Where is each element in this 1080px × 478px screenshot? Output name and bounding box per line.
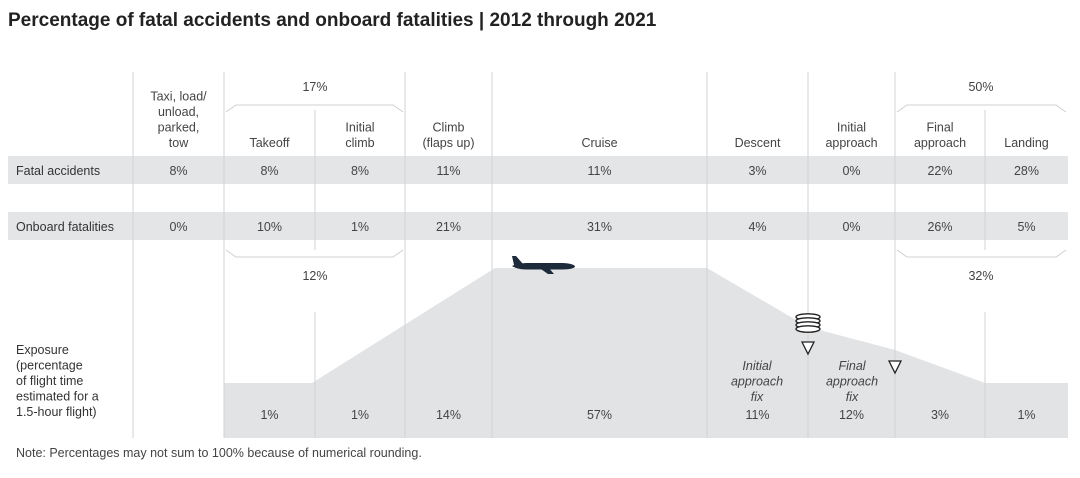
group-total-label: 17%: [302, 80, 327, 94]
data-label: 8%: [351, 164, 369, 178]
data-label: 8%: [169, 164, 187, 178]
data-label: 10%: [257, 220, 282, 234]
group-total-label: 12%: [302, 269, 327, 283]
group-total-label: 32%: [968, 269, 993, 283]
data-label: 22%: [927, 164, 952, 178]
final-approach-fix-label: Final approach fix: [826, 359, 878, 404]
data-label: 26%: [927, 220, 952, 234]
initial-approach-fix-icon: [800, 341, 816, 356]
data-label: 1%: [351, 220, 369, 234]
group-total-label: 50%: [968, 80, 993, 94]
data-label: 0%: [169, 220, 187, 234]
aircraft-wing: [538, 267, 554, 274]
data-label: 0%: [842, 164, 860, 178]
data-label: 11%: [587, 164, 611, 178]
aircraft-icon: [512, 256, 575, 274]
data-label: 57%: [587, 408, 612, 422]
data-label: 11%: [436, 164, 460, 178]
aircraft-fuselage: [512, 263, 575, 270]
data-label: 0%: [842, 220, 860, 234]
data-label: 11%: [745, 408, 769, 422]
flight-profile-area: [224, 268, 1068, 438]
data-label: 1%: [260, 408, 278, 422]
data-label: 28%: [1014, 164, 1039, 178]
data-label: 14%: [436, 408, 461, 422]
phase-header-initial-climb: Initial climb: [345, 121, 374, 151]
data-label: 21%: [436, 220, 461, 234]
aircraft-tail: [512, 256, 523, 265]
phase-header-initial-approach: Initial approach: [825, 121, 877, 151]
chart-title: Percentage of fatal accidents and onboar…: [8, 10, 657, 31]
group-bracket: [896, 249, 1067, 258]
group-bracket: [225, 104, 404, 113]
holding-ring: [795, 325, 821, 333]
fatal-accidents-band: [8, 156, 1068, 184]
data-label: 12%: [839, 408, 864, 422]
row-label-exposure: Exposure (percentage of flight time estimat…: [16, 343, 99, 419]
holding-pattern-icon: [795, 313, 821, 333]
data-label: 3%: [748, 164, 766, 178]
initial-approach-fix-label: Initial approach fix: [731, 359, 783, 404]
group-bracket: [225, 249, 404, 258]
data-label: 1%: [351, 408, 369, 422]
data-label: 1%: [1017, 408, 1035, 422]
onboard-fatalities-band: [8, 212, 1068, 240]
phase-header-cruise: Cruise: [581, 136, 617, 150]
data-label: 8%: [260, 164, 278, 178]
group-bracket: [896, 104, 1067, 113]
phase-header-final-approach: Final approach: [914, 121, 966, 151]
phase-header-descent: Descent: [735, 136, 781, 150]
row-label-fatal-accidents: Fatal accidents: [16, 164, 100, 178]
phase-header-taxi: Taxi, load/unload, parked, tow: [150, 90, 207, 151]
final-approach-fix-icon: [887, 360, 903, 375]
row-label-onboard-fatalities: Onboard fatalities: [16, 220, 114, 234]
data-label: 4%: [748, 220, 766, 234]
phase-header-landing: Landing: [1004, 136, 1049, 150]
phase-header-climb: Climb (flaps up): [422, 121, 474, 151]
footnote: Note: Percentages may not sum to 100% be…: [16, 446, 422, 460]
data-label: 5%: [1017, 220, 1035, 234]
phase-header-takeoff: Takeoff: [249, 136, 290, 150]
data-label: 31%: [587, 220, 612, 234]
data-label: 3%: [931, 408, 949, 422]
